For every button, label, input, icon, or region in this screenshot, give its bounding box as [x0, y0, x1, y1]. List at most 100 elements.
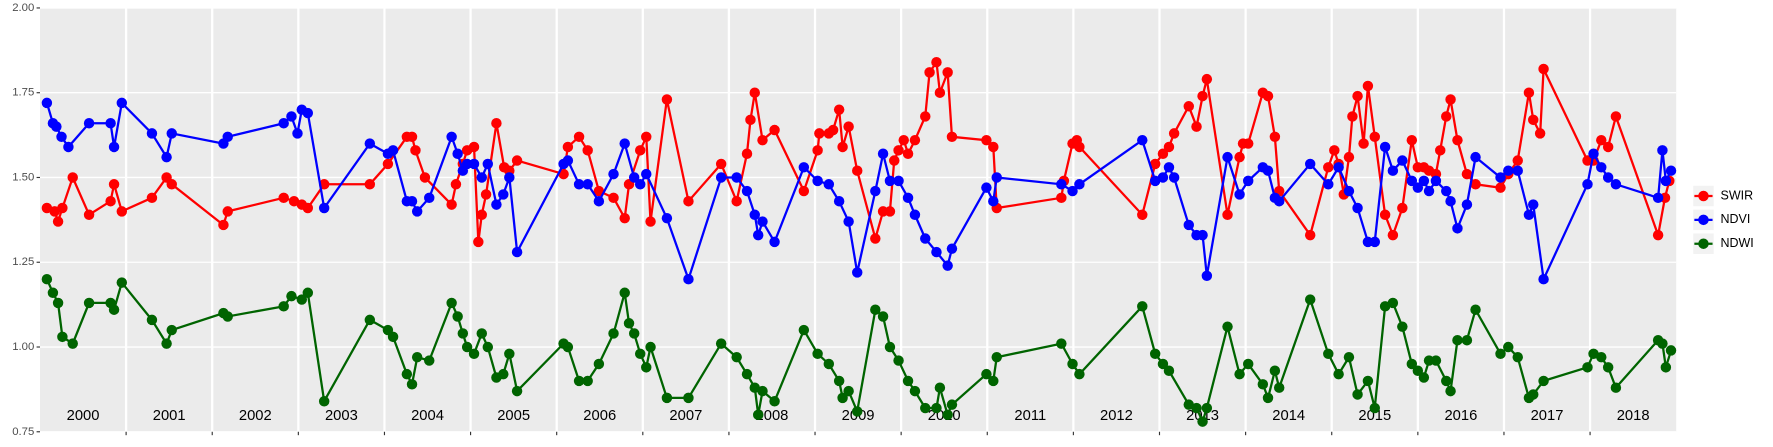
data-point — [1157, 172, 1169, 183]
data-point — [146, 128, 158, 139]
data-point — [52, 297, 64, 309]
data-point — [1333, 368, 1344, 380]
data-point — [749, 209, 760, 221]
data-point — [1343, 185, 1355, 197]
data-point — [1652, 192, 1664, 204]
data-point — [302, 287, 314, 298]
data-point — [401, 368, 413, 380]
data-point — [1523, 87, 1535, 98]
data-point — [1056, 338, 1067, 349]
data-point — [1273, 382, 1285, 393]
data-point — [833, 195, 845, 207]
data-point — [946, 243, 958, 254]
data-point — [1379, 141, 1391, 153]
data-point — [634, 145, 646, 156]
data-point — [222, 131, 233, 143]
x-tick-label: 2005 — [497, 408, 530, 424]
x-tick-label: 2008 — [756, 408, 789, 424]
data-point — [1596, 351, 1607, 363]
data-point — [1423, 185, 1435, 197]
data-point — [296, 294, 308, 305]
data-point — [1397, 155, 1408, 166]
data-point — [573, 375, 585, 387]
data-point — [1157, 358, 1169, 370]
data-point — [608, 168, 619, 180]
x-tick-label: 2012 — [1100, 408, 1133, 424]
data-point — [1304, 229, 1316, 241]
data-point — [411, 206, 423, 217]
data-point — [1262, 90, 1274, 102]
data-point — [877, 311, 889, 322]
data-point — [884, 206, 896, 217]
data-point — [146, 314, 158, 326]
data-point — [364, 314, 376, 326]
data-point — [942, 67, 953, 78]
data-point — [1352, 202, 1363, 214]
data-point — [593, 185, 605, 197]
data-point — [424, 192, 435, 204]
data-point — [57, 202, 68, 214]
x-tick-label: 2007 — [669, 408, 702, 424]
data-point — [924, 67, 935, 78]
data-point — [452, 311, 463, 322]
data-point — [1056, 192, 1067, 204]
x-tick-label: 2004 — [411, 408, 444, 424]
data-point — [852, 267, 863, 278]
data-point — [482, 158, 494, 170]
data-point — [798, 162, 810, 173]
data-point — [446, 131, 457, 143]
data-point — [715, 172, 727, 183]
data-point — [1512, 165, 1523, 176]
data-point — [988, 375, 999, 387]
data-point — [480, 189, 492, 200]
data-point — [757, 385, 768, 397]
data-point — [498, 368, 509, 380]
data-point — [1470, 304, 1481, 315]
data-point — [1461, 199, 1473, 210]
data-point — [991, 351, 1002, 363]
data-point — [1528, 199, 1539, 210]
data-point — [511, 385, 523, 397]
data-point — [318, 396, 330, 407]
data-point — [161, 338, 172, 349]
data-point — [41, 273, 53, 285]
data-point — [942, 409, 953, 421]
data-point — [47, 287, 59, 298]
data-point — [1234, 368, 1245, 380]
data-point — [1435, 145, 1446, 156]
data-point — [619, 138, 630, 149]
data-point — [67, 338, 78, 349]
data-point — [1445, 385, 1456, 397]
data-point — [902, 148, 914, 159]
data-point — [1323, 348, 1334, 360]
data-point — [1418, 372, 1430, 383]
data-point — [623, 318, 635, 329]
data-point — [1234, 189, 1245, 200]
data-point — [981, 368, 992, 380]
data-point — [1503, 165, 1514, 176]
data-point — [1534, 128, 1546, 139]
data-point — [57, 331, 68, 343]
data-point — [1430, 175, 1442, 187]
data-point — [1137, 134, 1148, 146]
x-tick-label: 2011 — [1014, 408, 1046, 424]
data-point — [884, 175, 896, 187]
data-point — [1323, 179, 1334, 190]
y-tick-label: 1.75 — [12, 87, 34, 99]
data-point — [452, 148, 463, 159]
legend-key-point — [1698, 238, 1709, 249]
data-point — [1362, 375, 1374, 387]
y-tick-label: 2.00 — [12, 2, 34, 14]
data-point — [827, 124, 839, 136]
data-point — [1352, 90, 1363, 102]
data-point — [1445, 195, 1456, 207]
data-point — [558, 168, 569, 180]
data-point — [1222, 209, 1233, 221]
data-point — [1657, 145, 1668, 156]
data-point — [67, 172, 78, 183]
data-point — [608, 192, 619, 204]
data-point — [1369, 236, 1381, 248]
data-point — [988, 195, 999, 207]
data-point — [683, 273, 694, 285]
data-point — [166, 179, 177, 190]
